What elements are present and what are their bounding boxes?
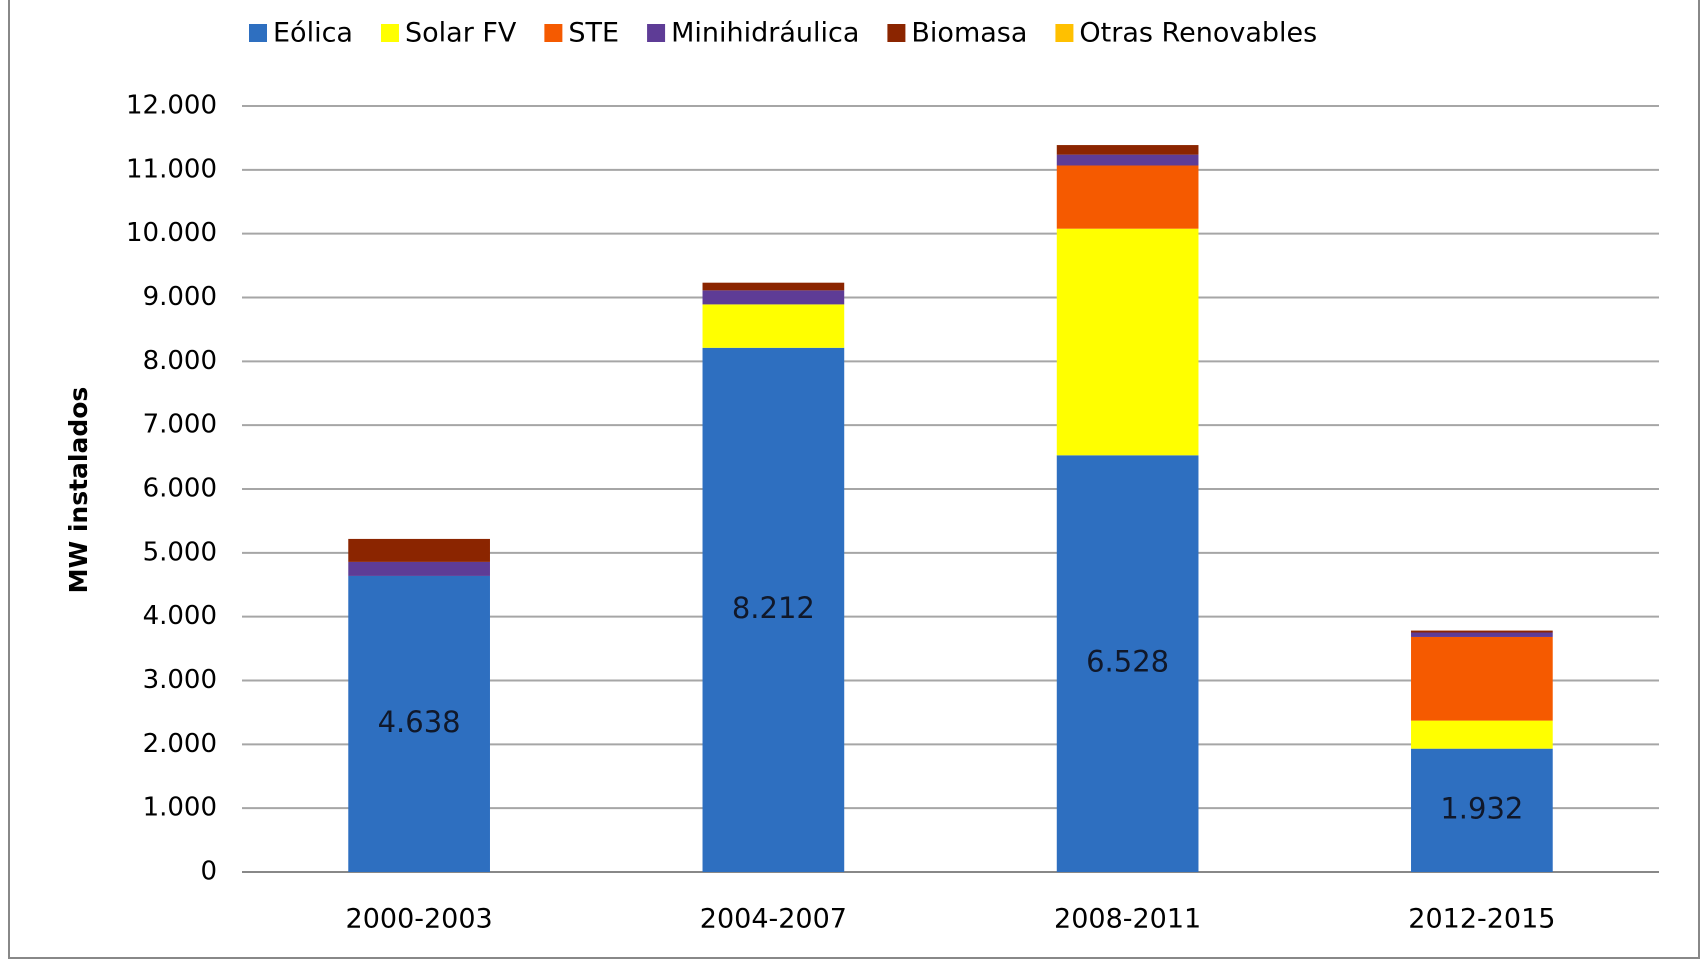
y-tick-label: 11.000 <box>126 154 217 184</box>
bar-segment <box>348 575 490 872</box>
value-label: 8.212 <box>732 591 815 625</box>
bar-segment <box>1056 145 1199 155</box>
legend-swatch <box>887 24 906 42</box>
legend-swatch <box>544 24 563 42</box>
bar-segment <box>1056 228 1199 456</box>
bar-segment <box>702 304 845 348</box>
bar-segment <box>1056 154 1199 166</box>
legend-swatch <box>1055 24 1074 42</box>
legend-label: Eólica <box>273 18 353 49</box>
y-tick-label: 8.000 <box>143 346 217 376</box>
x-tick-label: 2004-2007 <box>700 904 847 935</box>
bar-segment <box>1411 632 1553 637</box>
legend-label: Minihidráulica <box>671 18 859 49</box>
y-tick-label: 10.000 <box>126 218 217 248</box>
x-tick-label: 2008-2011 <box>1054 904 1201 935</box>
x-tick-label: 2000-2003 <box>346 904 493 935</box>
bar-segment <box>348 538 490 562</box>
value-label: 6.528 <box>1086 645 1169 679</box>
bar-segment <box>1411 630 1553 633</box>
y-tick-label: 7.000 <box>143 410 217 440</box>
y-tick-label: 1.000 <box>143 793 217 823</box>
y-tick-label: 0 <box>200 857 217 887</box>
bar-segment <box>1056 455 1199 872</box>
y-tick-label: 12.000 <box>126 91 217 121</box>
bar-segment <box>702 282 845 291</box>
value-label: 1.932 <box>1440 791 1523 825</box>
y-tick-label: 9.000 <box>143 282 217 312</box>
bar-segment <box>1411 720 1553 749</box>
legend-label: Otras Renovables <box>1079 18 1317 49</box>
legend-swatch <box>647 24 666 42</box>
bar-segment <box>1411 636 1553 721</box>
legend-label: STE <box>568 18 619 49</box>
y-tick-label: 5.000 <box>143 537 217 567</box>
bar-segment <box>702 347 845 872</box>
y-tick-label: 4.000 <box>143 601 217 631</box>
y-tick-label: 6.000 <box>143 474 217 504</box>
legend-label: Solar FV <box>405 18 517 49</box>
y-axis-title: MW instalados <box>64 387 93 594</box>
bar-segment <box>1056 165 1199 229</box>
legend-label: Biomasa <box>911 18 1027 49</box>
y-tick-label: 3.000 <box>143 665 217 695</box>
value-label: 4.638 <box>378 705 461 739</box>
legend-swatch <box>249 24 267 42</box>
bar-segment <box>702 290 845 305</box>
bar-segment <box>348 561 490 576</box>
legend-swatch <box>380 24 399 42</box>
bar-segment <box>1411 748 1553 872</box>
x-tick-label: 2012-2015 <box>1408 904 1555 935</box>
y-tick-label: 2.000 <box>143 729 217 759</box>
